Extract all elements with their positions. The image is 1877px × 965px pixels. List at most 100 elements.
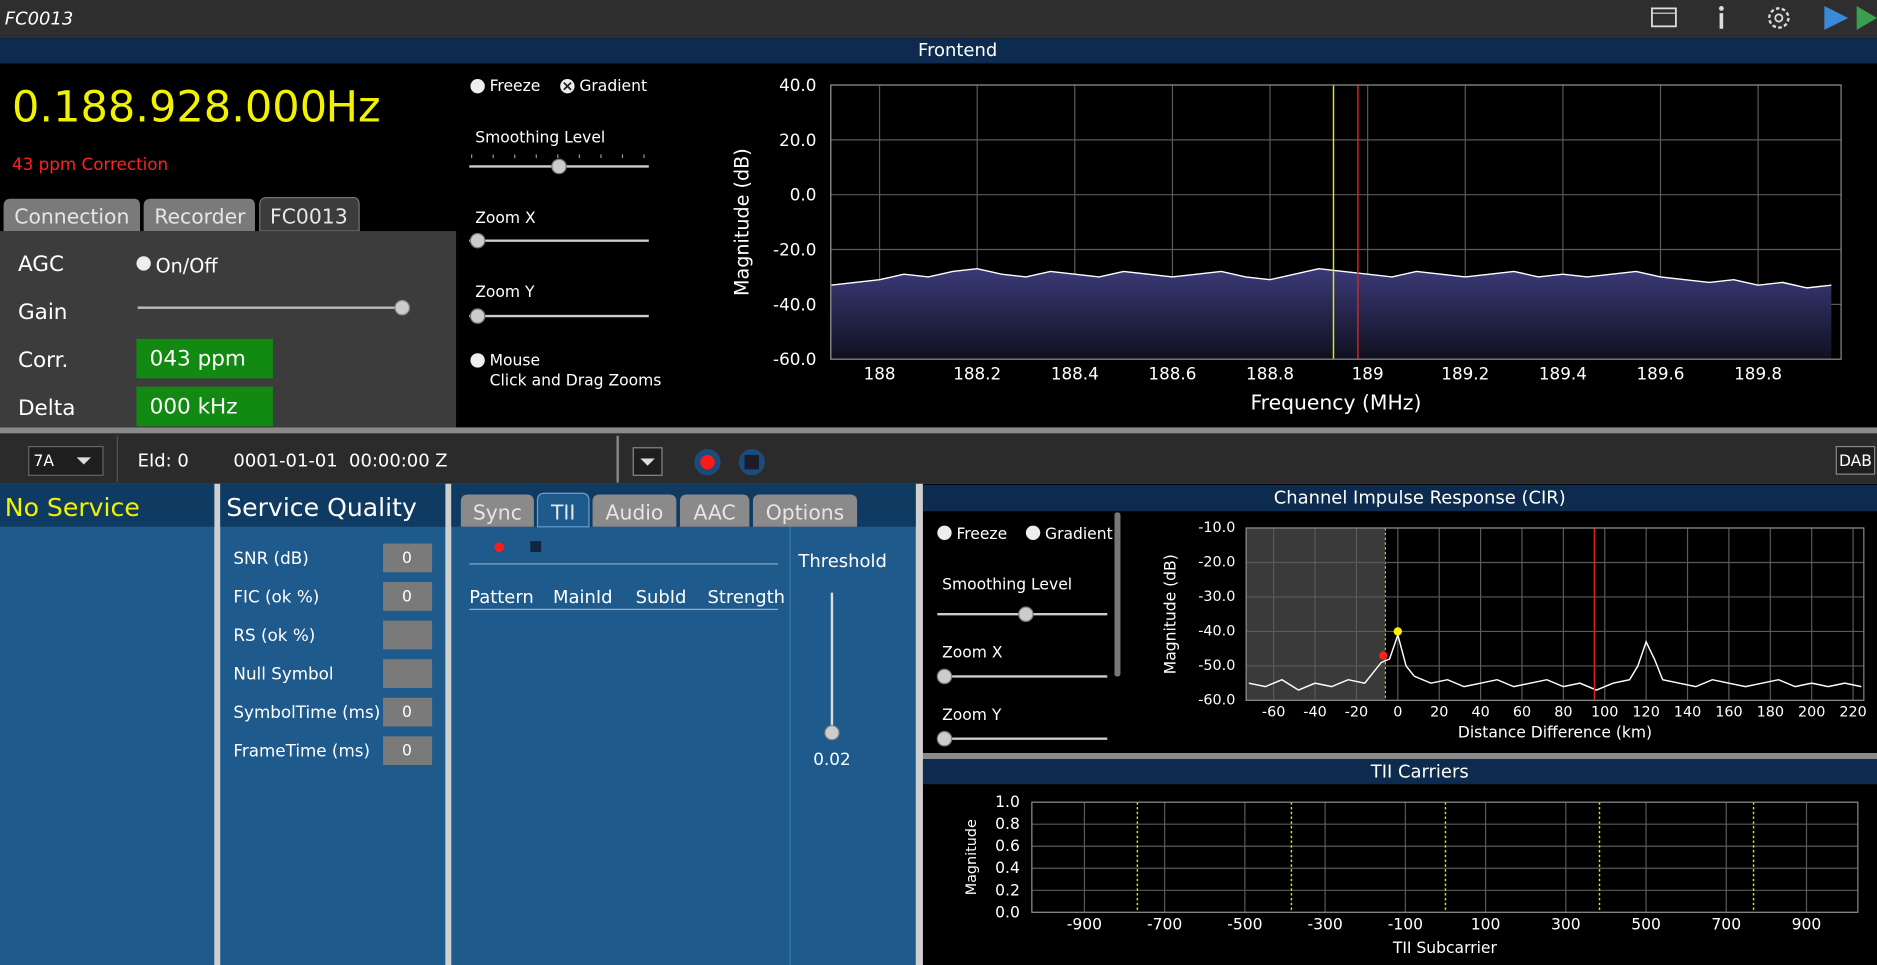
peak-point <box>1393 627 1403 636</box>
x-tick-label: 189.8 <box>1734 364 1782 384</box>
x-tick-label: 300 <box>1551 915 1581 933</box>
tab-label[interactable]: Sync <box>473 500 522 524</box>
quality-rows: SNR (dB) 0 FIC (ok %) 0 RS (ok %) Null Symbol… <box>233 543 433 766</box>
channel-value[interactable]: 7A <box>34 452 55 470</box>
mouse-label[interactable]: Mouse <box>490 351 540 369</box>
cir-gradient-toggle[interactable] <box>1025 525 1041 540</box>
tab-selected[interactable] <box>259 196 360 232</box>
info-icon[interactable] <box>1718 5 1724 29</box>
delta-value[interactable]: 000 kHz <box>150 395 238 420</box>
cir-zoom-x-thumb[interactable] <box>936 668 953 685</box>
x-tick-label: 0 <box>1393 704 1402 720</box>
tab-label[interactable]: TII <box>550 500 575 524</box>
smoothing-thumb[interactable] <box>551 158 567 175</box>
tab[interactable] <box>3 198 141 232</box>
y-tick-label: -10.0 <box>1198 520 1235 536</box>
mode-button[interactable] <box>1835 445 1876 475</box>
x-axis-label: Distance Difference (km) <box>1458 724 1652 742</box>
quality-label: SymbolTime (ms) <box>233 702 380 722</box>
tii-stop[interactable] <box>530 541 542 552</box>
cir-freeze-toggle[interactable] <box>937 525 952 540</box>
quality-box <box>383 659 433 688</box>
x-tick-label: 188.8 <box>1246 364 1294 384</box>
tab-label[interactable]: Audio <box>606 500 664 524</box>
delta-box[interactable] <box>136 386 273 427</box>
mouse-toggle[interactable] <box>470 353 485 368</box>
zoom-y-thumb[interactable] <box>469 308 486 324</box>
y-tick-label: 40.0 <box>779 75 816 95</box>
tii-columns: Pattern MainId SubId Strength <box>469 587 785 608</box>
cir-zoom-y-label: Zoom Y <box>942 706 1002 724</box>
x-tick-label: -500 <box>1227 915 1262 933</box>
cir-freeze-label[interactable]: Freeze <box>956 525 1007 543</box>
corr-label: Corr. <box>18 348 68 373</box>
tab-label[interactable]: Options <box>766 500 844 524</box>
y-axis-label: Magnitude <box>964 819 980 895</box>
dropdown-arrow <box>640 458 655 466</box>
zoom-y-label: Zoom Y <box>475 283 535 301</box>
column-header: SubId <box>636 587 687 608</box>
window-icon[interactable] <box>1651 7 1677 28</box>
quality-box <box>383 582 433 611</box>
cir-zoom-y-thumb[interactable] <box>936 730 953 747</box>
column-header: Strength <box>707 587 785 608</box>
zoom-x-thumb[interactable] <box>469 232 486 249</box>
x-tick-label: 500 <box>1631 915 1661 933</box>
service-panel <box>0 483 215 965</box>
tii-record[interactable] <box>494 542 504 552</box>
threshold-thumb[interactable] <box>824 724 840 741</box>
service-header <box>0 483 215 527</box>
x-tick-label: -900 <box>1067 915 1102 933</box>
x-tick-label: 200 <box>1798 704 1825 720</box>
tab-label[interactable]: Recorder <box>154 205 246 229</box>
x-tick-label: 120 <box>1632 704 1659 720</box>
x-tick-label: 160 <box>1715 704 1742 720</box>
mode-label[interactable]: DAB <box>1839 452 1872 470</box>
play-button[interactable] <box>1824 5 1849 30</box>
tab[interactable] <box>592 494 677 527</box>
cir-header <box>922 484 1877 512</box>
stop-square <box>744 454 759 470</box>
agc-toggle-label[interactable]: On/Off <box>156 254 219 277</box>
y-tick-label: 0.6 <box>995 837 1020 855</box>
corr-value[interactable]: 043 ppm <box>150 347 246 372</box>
quality-box <box>383 620 433 650</box>
threshold-value: 0.02 <box>813 749 850 769</box>
freeze-toggle[interactable] <box>470 79 485 94</box>
y-tick-label: -40.0 <box>773 294 816 314</box>
play-all-button[interactable] <box>1856 5 1877 30</box>
title-bar <box>0 0 1877 39</box>
cir-smoothing-label: Smoothing Level <box>942 575 1072 593</box>
settings-icon[interactable] <box>1768 7 1790 29</box>
tab[interactable] <box>679 494 750 527</box>
scrollbar[interactable] <box>1114 512 1121 677</box>
gain-slider-thumb[interactable] <box>394 299 410 316</box>
tab[interactable] <box>143 198 255 232</box>
cir-smoothing-thumb[interactable] <box>1018 606 1034 622</box>
tab[interactable] <box>752 494 858 527</box>
y-tick-label: 0.2 <box>995 881 1020 899</box>
x-tick-label: 188 <box>864 364 896 384</box>
corr-box[interactable] <box>136 338 273 379</box>
freeze-label[interactable]: Freeze <box>490 77 541 95</box>
gradient-check <box>563 81 572 91</box>
agc-toggle[interactable] <box>136 256 151 271</box>
cir-gradient-label[interactable]: Gradient <box>1045 525 1113 543</box>
y-axis-label: Magnitude (dB) <box>1162 554 1180 674</box>
delta-label: Delta <box>18 396 75 421</box>
y-tick-label: 0.0 <box>790 185 817 205</box>
threshold-label: Threshold <box>797 551 886 572</box>
channel-combo[interactable] <box>28 445 104 476</box>
tab[interactable] <box>460 494 534 527</box>
tab-label[interactable]: Connection <box>14 205 129 229</box>
smoothing-label: Smoothing Level <box>475 129 605 147</box>
tab-label[interactable]: AAC <box>694 500 736 524</box>
quality-box <box>383 736 433 766</box>
peak-point <box>1379 651 1388 660</box>
tab-label[interactable]: FC0013 <box>270 205 348 229</box>
gradient-label[interactable]: Gradient <box>579 77 647 95</box>
x-tick-label: 189.6 <box>1637 364 1685 384</box>
tab-selected[interactable] <box>536 492 590 528</box>
